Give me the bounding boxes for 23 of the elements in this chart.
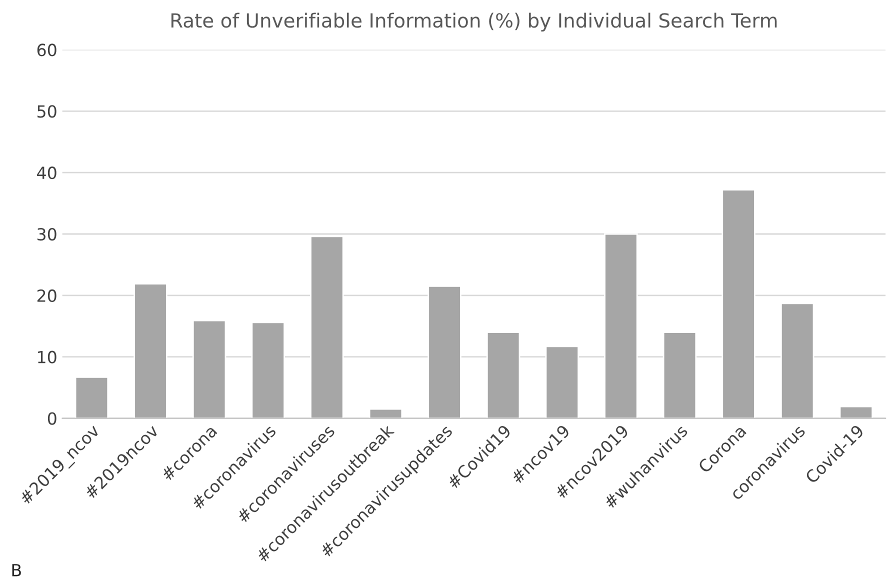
bar — [839, 406, 874, 418]
chart-title: Rate of Unverifiable Information (%) by Individual Search Term — [171, 12, 777, 32]
text: B — [12, 564, 21, 576]
bar — [722, 189, 756, 418]
bar — [780, 302, 814, 418]
bar — [192, 320, 226, 418]
bar — [604, 233, 638, 418]
y-tick-label: 60 — [37, 44, 56, 56]
y-tick-label: 40 — [37, 166, 56, 180]
bar — [545, 346, 579, 418]
bar — [662, 332, 697, 418]
bar — [134, 283, 168, 418]
y-tick-label: 10 — [38, 350, 56, 364]
y-tick-label: 30 — [38, 228, 56, 241]
y-tick-label: 0 — [48, 412, 56, 425]
bar — [486, 332, 520, 418]
bar — [74, 376, 109, 418]
bar — [368, 408, 403, 418]
y-tick-label: 20 — [37, 289, 56, 302]
bar — [251, 322, 285, 418]
bar — [310, 236, 344, 418]
y-tick-label: 50 — [38, 105, 56, 118]
bar — [428, 286, 462, 418]
